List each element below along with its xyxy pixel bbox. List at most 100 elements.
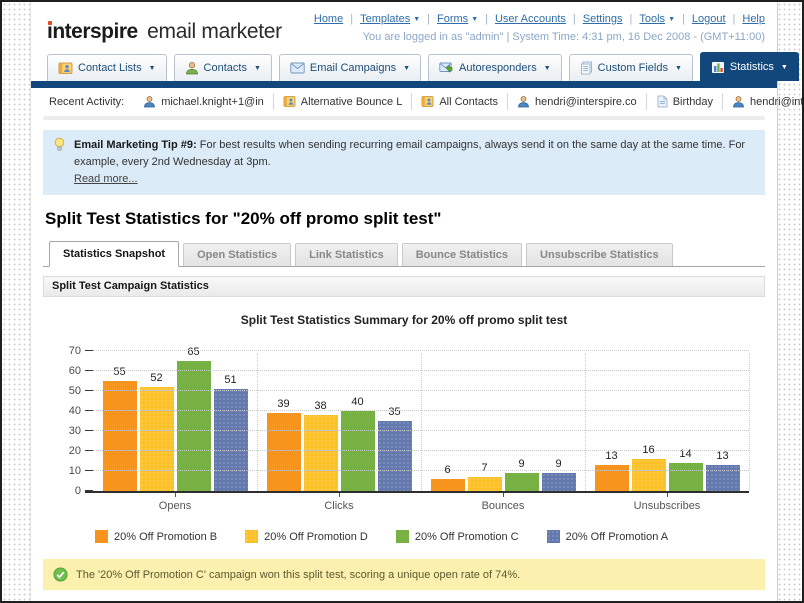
bar-opens-20-off-promotion-d[interactable]: 52 — [139, 372, 174, 492]
chart-title: Split Test Statistics Summary for 20% of… — [240, 313, 568, 328]
y-axis-tick — [85, 430, 93, 432]
tab-label: Email Campaigns — [309, 62, 397, 74]
subtab-bounce-statistics[interactable]: Bounce Statistics — [401, 243, 523, 267]
read-more-link[interactable]: Read more... — [74, 173, 138, 186]
activity-item-label: All Contacts — [439, 95, 499, 108]
bar-groups: 55 52 65 51 39 38 40 35 6 7 9 9 13 16 14 13 — [93, 346, 749, 492]
subtab-unsubscribe-statistics[interactable]: Unsubscribe Statistics — [526, 243, 673, 267]
bar-clicks-20-off-promotion-c[interactable]: 40 — [340, 396, 375, 492]
bar-bounces-20-off-promotion-d[interactable]: 7 — [467, 462, 502, 492]
recent-activity-item[interactable]: michael.knight+1@in — [134, 93, 274, 110]
user-icon — [143, 95, 156, 108]
contact-lists-icon — [58, 61, 73, 75]
bar-clicks-20-off-promotion-b[interactable]: 39 — [266, 398, 301, 492]
recent-activity-item[interactable]: All Contacts — [412, 93, 509, 110]
bar-opens-20-off-promotion-b[interactable]: 55 — [102, 366, 137, 492]
chart-legend: 20% Off Promotion B 20% Off Promotion D 20… — [95, 530, 765, 544]
bar-group-bounces: 6 7 9 9 — [421, 458, 585, 492]
legend-item-20-off-promotion-d: 20% Off Promotion D — [245, 530, 368, 544]
x-axis-tick — [502, 493, 504, 498]
legend-item-20-off-promotion-a: 20% Off Promotion A — [546, 530, 669, 544]
bar-group-unsubscribes: 13 16 14 13 — [585, 444, 749, 492]
legend-label: 20% Off Promotion D — [264, 530, 368, 543]
bar-unsubscribes-20-off-promotion-d[interactable]: 16 — [631, 444, 666, 492]
bar-unsubscribes-20-off-promotion-c[interactable]: 14 — [668, 448, 703, 492]
bar-group-clicks: 39 38 40 35 — [257, 396, 421, 492]
tab-statistics[interactable]: Statistics ▼ — [699, 52, 799, 81]
tab-label: Custom Fields — [597, 62, 668, 74]
bar-bounces-20-off-promotion-a[interactable]: 9 — [541, 458, 576, 492]
chevron-down-icon: ▼ — [413, 15, 421, 23]
page-icon — [656, 95, 668, 108]
bar-bounces-20-off-promotion-c[interactable]: 9 — [504, 458, 539, 492]
legend-label: 20% Off Promotion B — [114, 530, 218, 543]
bar-value-label: 7 — [481, 462, 488, 475]
recent-activity-item[interactable]: hendri@interspire.co — [508, 93, 647, 110]
bar-unsubscribes-20-off-promotion-b[interactable]: 13 — [594, 450, 629, 492]
bar-opens-20-off-promotion-a[interactable]: 51 — [213, 374, 248, 492]
nav-link-forms[interactable]: Forms — [437, 13, 469, 25]
v-gridline — [257, 353, 258, 492]
chevron-down-icon: ▼ — [403, 64, 411, 72]
recent-activity-label: Recent Activity: — [49, 95, 125, 108]
y-axis-label: 40 — [68, 405, 81, 418]
chevron-down-icon: ▼ — [674, 64, 682, 72]
tab-label: Contacts — [203, 62, 247, 74]
nav-link-home[interactable]: Home — [313, 13, 344, 25]
tab-email-campaigns[interactable]: Email Campaigns ▼ — [278, 54, 422, 81]
nav-link-settings[interactable]: Settings — [582, 13, 623, 25]
x-axis-label-text: Bounces — [481, 500, 525, 513]
user-icon — [517, 95, 530, 108]
legend-swatch — [245, 530, 259, 544]
custom-fields-icon — [580, 61, 593, 75]
subtab-open-statistics[interactable]: Open Statistics — [183, 243, 292, 267]
nav-link-tools[interactable]: Tools — [639, 13, 666, 25]
tab-contact-lists[interactable]: Contact Lists ▼ — [47, 54, 167, 81]
activity-divider — [43, 116, 765, 120]
statistics-sub-tabs: Statistics Snapshot Open Statistics Link S… — [43, 241, 765, 268]
tab-contacts[interactable]: Contacts ▼ — [173, 54, 272, 81]
y-axis-label: 60 — [68, 365, 81, 378]
bar-clicks-20-off-promotion-d[interactable]: 38 — [303, 400, 338, 492]
subtab-statistics-snapshot[interactable]: Statistics Snapshot — [49, 241, 180, 268]
tip-text-block: Email Marketing Tip #9: For best results… — [74, 137, 755, 188]
bar-value-label: 13 — [716, 450, 729, 463]
bar-value-label: 51 — [224, 374, 237, 387]
email-campaigns-icon — [290, 62, 305, 74]
app-logo: interspire email marketer — [47, 20, 282, 44]
tab-label: Contact Lists — [78, 62, 142, 74]
x-axis-label-text: Unsubscribes — [633, 500, 701, 513]
bar-clicks-20-off-promotion-a[interactable]: 35 — [377, 406, 412, 492]
winner-message-text: The '20% Off Promotion C' campaign won t… — [76, 568, 521, 581]
main-nav-tabs: Contact Lists ▼ Contacts ▼ Email Campaigns ▼ A… — [31, 46, 799, 81]
bar-opens-20-off-promotion-c[interactable]: 65 — [176, 346, 211, 492]
tab-custom-fields[interactable]: Custom Fields ▼ — [568, 54, 693, 81]
recent-activity-item[interactable]: Birthday — [647, 93, 724, 110]
section-header-campaign-stats: Split Test Campaign Statistics — [43, 276, 765, 298]
bar-bounces-20-off-promotion-b[interactable]: 6 — [430, 464, 465, 492]
activity-item-label: michael.knight+1@in — [161, 95, 264, 108]
y-axis-tick — [85, 370, 93, 372]
recent-activity-item[interactable]: hendri@interspire.co — [723, 93, 802, 110]
nav-link-user-accounts[interactable]: User Accounts — [494, 13, 566, 25]
v-gridline — [749, 353, 750, 492]
bar-unsubscribes-20-off-promotion-a[interactable]: 13 — [705, 450, 740, 492]
x-axis-tick — [174, 493, 176, 498]
x-axis-label-bounces: Bounces — [421, 493, 585, 512]
subtab-link-statistics[interactable]: Link Statistics — [295, 243, 398, 267]
nav-link-help[interactable]: Help — [742, 13, 765, 25]
nav-separator: | — [350, 13, 354, 25]
nav-link-logout[interactable]: Logout — [691, 13, 726, 25]
chevron-down-icon: ▼ — [253, 64, 261, 72]
x-axis-labels: Opens Clicks Bounces Unsubscribes — [93, 493, 749, 512]
nav-separator: | — [732, 13, 736, 25]
logo-brand-text: interspire — [47, 20, 138, 43]
bar-value-label: 9 — [555, 458, 562, 471]
recent-activity-item[interactable]: Alternative Bounce L — [274, 93, 413, 110]
y-axis-label: 70 — [68, 345, 81, 358]
legend-label: 20% Off Promotion A — [565, 530, 669, 543]
contacts-icon — [185, 61, 199, 75]
tab-autoresponders[interactable]: Autoresponders ▼ — [428, 54, 562, 81]
nav-link-templates[interactable]: Templates — [360, 13, 411, 25]
